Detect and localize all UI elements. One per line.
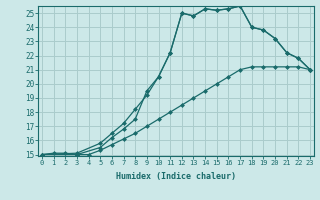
X-axis label: Humidex (Indice chaleur): Humidex (Indice chaleur) — [116, 172, 236, 181]
